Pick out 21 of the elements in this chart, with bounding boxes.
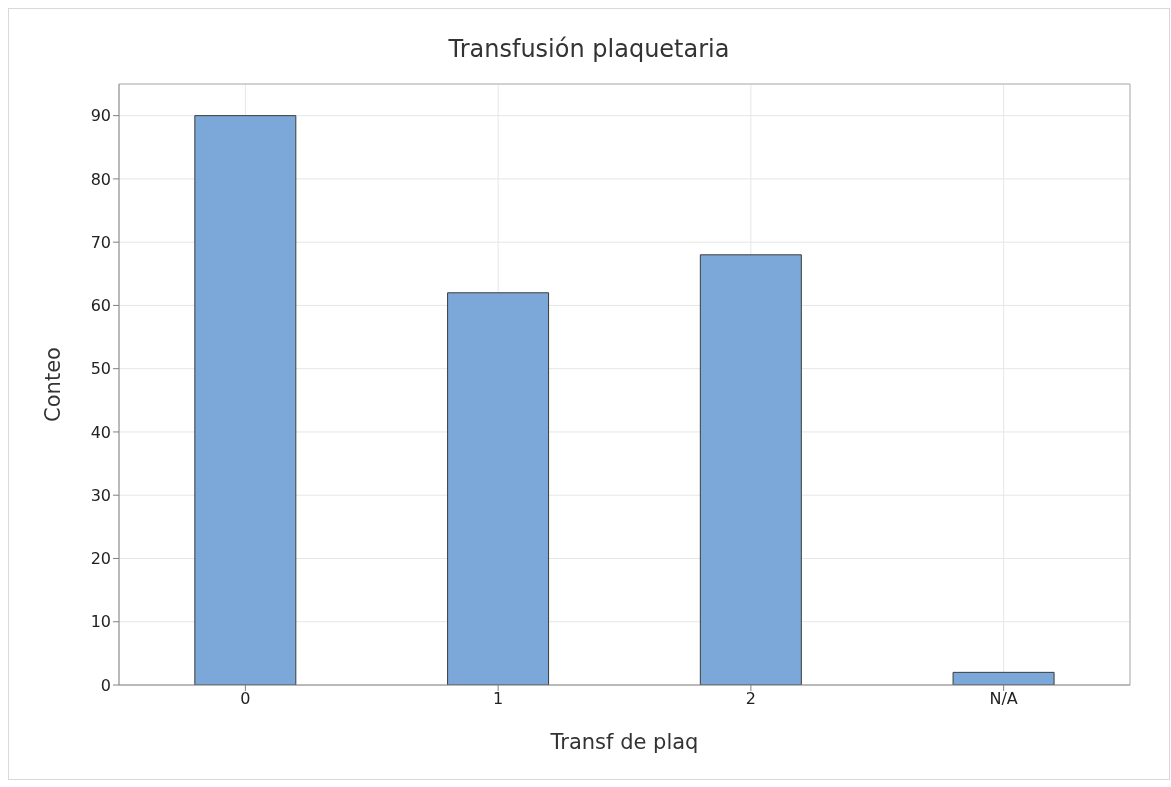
- y-tick-label: 40: [90, 422, 111, 442]
- y-tick-label: 60: [90, 296, 111, 316]
- bar: [194, 115, 297, 685]
- y-tick-label: 10: [90, 612, 111, 632]
- x-tick-label: 0: [240, 689, 251, 709]
- y-tick-label: 30: [90, 485, 111, 505]
- x-tick-label: N/A: [989, 689, 1018, 709]
- y-tick-label: 0: [100, 675, 111, 695]
- y-tick-label: 90: [90, 106, 111, 126]
- bar: [952, 671, 1055, 685]
- y-tick-label: 50: [90, 359, 111, 379]
- y-tick-label: 80: [90, 169, 111, 189]
- chart-title: Transfusión plaquetaria: [447, 35, 731, 65]
- y-tick-label: 70: [90, 232, 111, 252]
- bar: [447, 292, 550, 685]
- x-tick-label: 1: [493, 689, 504, 709]
- y-tick-label: 20: [90, 549, 111, 569]
- x-axis-title: Transf de plaq: [549, 730, 699, 754]
- x-tick-label: 2: [745, 689, 756, 709]
- y-axis-title: Conteo: [41, 347, 66, 422]
- bar: [699, 254, 802, 685]
